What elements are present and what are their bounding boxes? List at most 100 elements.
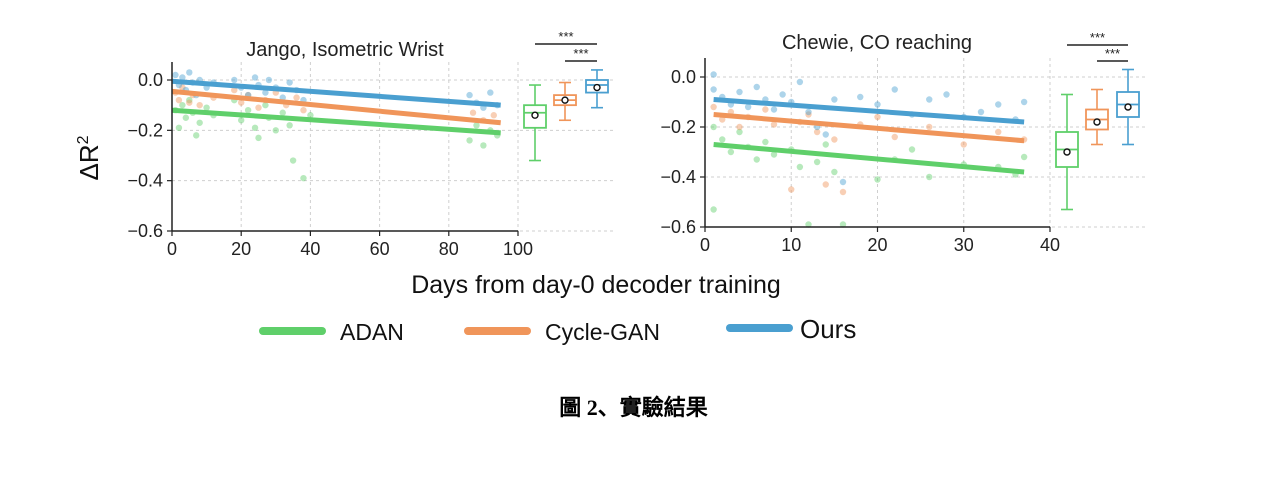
point-cyclegan-2 xyxy=(179,84,186,91)
y-tick-label-2: −0.4 xyxy=(127,171,163,191)
point-cyclegan-8 xyxy=(238,99,245,106)
point-adan-4 xyxy=(736,128,743,136)
point-adan-17 xyxy=(272,127,279,134)
point-adan-1 xyxy=(175,124,183,132)
legend: ADAN Cycle-GAN Ours xyxy=(259,314,856,345)
point-ours-5 xyxy=(744,103,752,111)
point-adan-15 xyxy=(839,221,847,228)
significance-marker-1: *** xyxy=(573,46,588,61)
legend-label-cyclegan: Cycle-GAN xyxy=(545,319,660,345)
point-adan-22 xyxy=(307,112,314,119)
point-ours-22 xyxy=(943,91,950,98)
point-adan-8 xyxy=(203,104,210,111)
point-adan-13 xyxy=(822,141,829,148)
point-ours-15 xyxy=(831,96,838,103)
point-adan-24 xyxy=(473,122,480,129)
point-cyclegan-6 xyxy=(770,121,778,128)
y-axis-label-main: ΔR xyxy=(74,144,104,180)
x-tick-label-0: 0 xyxy=(167,239,177,259)
point-cyclegan-14 xyxy=(293,94,300,101)
point-adan-21 xyxy=(300,174,307,182)
x-tick-label-30: 30 xyxy=(954,235,974,255)
point-ours-4 xyxy=(186,69,193,76)
point-ours-18 xyxy=(874,101,881,108)
trend-line-adan xyxy=(713,142,1025,175)
point-ours-16 xyxy=(839,178,847,186)
point-cyclegan-7 xyxy=(231,86,238,94)
point-ours-11 xyxy=(796,78,804,86)
y-tick-label-1: −0.2 xyxy=(660,117,696,137)
point-adan-1 xyxy=(710,123,717,131)
point-cyclegan-17 xyxy=(926,123,933,131)
point-ours-19 xyxy=(891,86,898,93)
point-ours-16 xyxy=(265,76,273,84)
point-adan-4 xyxy=(186,96,193,104)
point-ours-18 xyxy=(279,94,286,101)
point-cyclegan-18 xyxy=(490,112,497,119)
point-adan-7 xyxy=(196,119,203,126)
point-adan-8 xyxy=(770,151,778,158)
point-ours-4 xyxy=(736,88,743,96)
point-adan-23 xyxy=(1020,153,1028,161)
panel-chewie: Chewie, CO reaching 0 10 20 30 40 0.0 −0.2 −0.4… xyxy=(660,30,1145,255)
point-adan-7 xyxy=(762,138,769,146)
point-adan-2 xyxy=(179,101,186,109)
point-adan-19 xyxy=(926,173,933,181)
point-adan-2 xyxy=(719,136,726,143)
y-axis-label-superscript: 2 xyxy=(75,135,92,144)
box-mean-adan xyxy=(1063,148,1071,156)
x-tick-label-10: 10 xyxy=(781,235,801,255)
significance-marker-1: *** xyxy=(1105,46,1120,61)
point-ours-14 xyxy=(822,131,829,138)
trend-line-cyclegan xyxy=(171,88,501,126)
box-mean-cyclegan xyxy=(1093,118,1101,126)
point-adan-16 xyxy=(874,176,881,183)
point-ours-19 xyxy=(286,79,293,86)
point-cyclegan-9 xyxy=(805,111,812,118)
x-tick-label-20: 20 xyxy=(231,239,251,259)
point-cyclegan-1 xyxy=(175,96,183,104)
x-tick-label-40: 40 xyxy=(300,239,320,259)
point-adan-15 xyxy=(262,101,269,109)
axes-chewie: 0 10 20 30 40 0.0 −0.2 −0.4 −0.6 xyxy=(660,58,1060,255)
y-tick-label-2: −0.4 xyxy=(660,167,696,187)
point-cyclegan-3 xyxy=(186,99,193,106)
point-adan-6 xyxy=(193,132,200,139)
point-cyclegan-15 xyxy=(300,107,307,114)
point-cyclegan-11 xyxy=(822,181,829,188)
point-adan-25 xyxy=(480,142,487,149)
point-ours-13 xyxy=(251,74,259,81)
point-cyclegan-7 xyxy=(788,186,795,193)
point-cyclegan-12 xyxy=(831,136,838,143)
boxplots-jango: ****** xyxy=(523,29,609,162)
point-adan-11 xyxy=(238,117,245,124)
x-axis-label: Days from day-0 decoder training xyxy=(411,271,781,299)
point-ours-6 xyxy=(753,83,760,91)
point-cyclegan-13 xyxy=(839,188,847,196)
y-axis-label: ΔR2 xyxy=(74,135,104,180)
point-cyclegan-16 xyxy=(469,109,477,116)
point-adan-11 xyxy=(805,221,812,228)
point-cyclegan-16 xyxy=(891,133,898,141)
point-cyclegan-15 xyxy=(874,113,881,121)
point-ours-15 xyxy=(262,89,269,96)
x-tick-label-60: 60 xyxy=(370,239,390,259)
panel-title-jango: Jango, Isometric Wrist xyxy=(246,39,444,61)
x-tick-label-40: 40 xyxy=(1040,235,1060,255)
box-mean-adan xyxy=(531,111,539,119)
point-ours-2 xyxy=(179,74,186,81)
point-adan-23 xyxy=(466,137,473,144)
y-tick-label-0: 0.0 xyxy=(138,70,163,90)
panel-title-chewie: Chewie, CO reaching xyxy=(782,32,972,54)
significance-marker-0: *** xyxy=(1090,30,1105,45)
point-adan-10 xyxy=(796,163,804,171)
point-adan-14 xyxy=(831,168,838,176)
y-tick-label-1: −0.2 xyxy=(127,120,163,140)
point-adan-18 xyxy=(279,109,286,116)
point-ours-0 xyxy=(710,71,717,78)
point-cyclegan-10 xyxy=(255,104,262,111)
x-tick-label-80: 80 xyxy=(439,239,459,259)
y-tick-label-3: −0.6 xyxy=(127,221,163,241)
point-ours-0 xyxy=(172,71,179,79)
